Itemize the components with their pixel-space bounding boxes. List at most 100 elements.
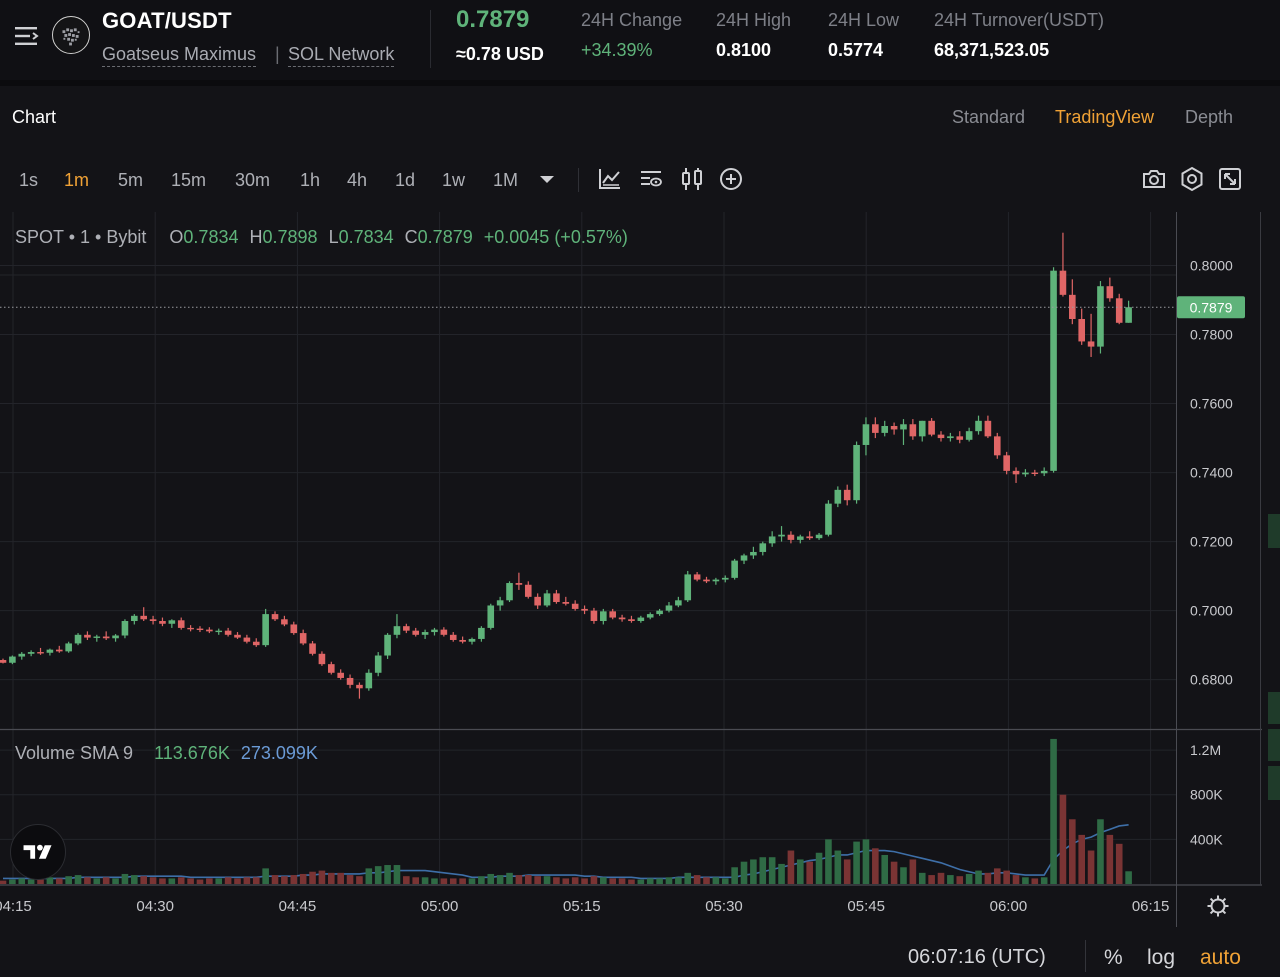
time-axis-label: 05:30 [705, 898, 743, 915]
volume-bar [721, 878, 729, 884]
volume-bar [712, 877, 720, 884]
timeframe-1M[interactable]: 1M [493, 170, 519, 190]
settings-icon[interactable] [1179, 166, 1205, 192]
log-scale-button[interactable]: log [1147, 946, 1176, 969]
candle-body [862, 424, 870, 445]
volume-sma-path [3, 824, 1129, 880]
volume-bar [112, 878, 119, 884]
volume-bar [37, 878, 44, 884]
volume-bar [149, 877, 157, 884]
stat-24h-change-label: 24H Change [581, 10, 683, 30]
tab-depth[interactable]: Depth [1185, 107, 1234, 127]
volume-bar [825, 839, 832, 884]
candle-body [768, 536, 776, 544]
volume-bar [740, 861, 748, 884]
price-chart-canvas[interactable]: 0.7879 0.8000 0.7800 0.7600 0.7400 0.7200 0.70… [0, 212, 1280, 977]
candle-body [365, 672, 373, 689]
camera-icon[interactable] [1141, 166, 1167, 192]
auto-scale-button[interactable]: auto [1200, 946, 1241, 969]
hamburger-menu-icon[interactable] [14, 24, 40, 48]
candle-body [168, 620, 176, 624]
volume-bar [243, 877, 251, 884]
chart-bottom-bar: 06:07:16 (UTC) % log auto [0, 936, 1280, 977]
timeframe-5m[interactable]: 5m [118, 170, 144, 190]
candlesticks [0, 232, 1132, 699]
volume-bar [965, 873, 973, 884]
candle-body [618, 617, 626, 620]
stat-24h-high-label: 24H High [716, 10, 792, 30]
candle-body [900, 424, 907, 430]
candle-body [234, 634, 241, 638]
timeframe-15m[interactable]: 15m [171, 170, 207, 190]
time-axis-label: 04:15 [0, 898, 32, 915]
legend-change: +0.0045 (+0.57%) [483, 227, 628, 247]
volume-bar [984, 872, 992, 884]
volume-bar [534, 876, 541, 884]
candle-body [571, 603, 579, 609]
timeframe-dropdown-icon[interactable] [534, 166, 560, 192]
candle-body [1078, 318, 1085, 342]
volume-bar [862, 839, 870, 884]
add-icon[interactable] [718, 166, 744, 192]
volume-bar [881, 854, 889, 884]
volume-bar [168, 878, 176, 884]
candle-body [872, 424, 879, 433]
volume-bar [290, 875, 298, 884]
candle-body [975, 420, 982, 432]
candle-body [1125, 307, 1132, 323]
volume-axis-label: 1.2M [1190, 742, 1221, 758]
ohlc-legend: SPOT • 1 • Bybit O0.7834 H0.7898 L0.7834… [15, 227, 628, 248]
timeframe-1d[interactable]: 1d [395, 170, 416, 190]
timeframe-4h[interactable]: 4h [347, 170, 368, 190]
fullscreen-icon[interactable] [1217, 166, 1243, 192]
volume-bar [778, 863, 785, 884]
tab-standard[interactable]: Standard [952, 107, 1026, 127]
candle-body [478, 627, 485, 639]
volume-bar [628, 879, 635, 884]
tab-tradingview[interactable]: TradingView [1055, 107, 1155, 127]
header-separator: | [275, 44, 280, 64]
indicators-icon[interactable] [597, 166, 623, 192]
timeframe-1s[interactable]: 1s [19, 170, 39, 190]
volume-bar [65, 876, 72, 884]
candle-body [46, 649, 54, 653]
timeframe-1m[interactable]: 1m [64, 170, 90, 190]
timeframe-30m[interactable]: 30m [235, 170, 271, 190]
timeframe-1h[interactable]: 1h [300, 170, 321, 190]
candle-body [421, 632, 429, 635]
tradingview-logo-icon[interactable] [10, 824, 66, 880]
network-link[interactable]: SOL Network [288, 44, 395, 67]
percent-scale-button[interactable]: % [1104, 946, 1123, 969]
candle-body [318, 653, 326, 665]
chart-settings-icon[interactable] [638, 166, 664, 192]
volume-bar [646, 878, 654, 884]
candle-style-icon[interactable] [679, 166, 705, 192]
volume-bar [975, 870, 982, 884]
volume-bar [806, 861, 813, 884]
coin-name-link[interactable]: Goatseus Maximus [102, 44, 257, 67]
time-axis-label: 04:30 [136, 898, 174, 915]
toolbar-divider [578, 168, 579, 192]
volume-bar [393, 865, 401, 884]
time-axis-settings-icon[interactable] [1207, 895, 1229, 917]
volume-bar [55, 878, 63, 884]
volume-bar [46, 877, 54, 884]
candle-body [675, 600, 682, 606]
volume-bar [834, 850, 842, 884]
chart-panel: Chart Standard TradingView Depth 1s 1m 5… [0, 86, 1280, 977]
volume-bar [252, 877, 260, 884]
volume-bar [299, 873, 307, 884]
volume-bar [703, 877, 710, 884]
timeframe-1w[interactable]: 1w [442, 170, 466, 190]
volume-bar [468, 878, 476, 884]
volume-bar [1115, 843, 1123, 884]
candle-body [684, 574, 692, 601]
legend-open-label: O [169, 227, 184, 247]
price-axis-label: 0.7800 [1190, 327, 1233, 343]
volume-bar [27, 879, 35, 884]
candle-body [55, 649, 63, 652]
candle-body [18, 653, 26, 657]
price-axis-label: 0.7000 [1190, 603, 1233, 619]
legend-exchange: Bybit [106, 227, 147, 247]
candle-body [102, 636, 110, 639]
